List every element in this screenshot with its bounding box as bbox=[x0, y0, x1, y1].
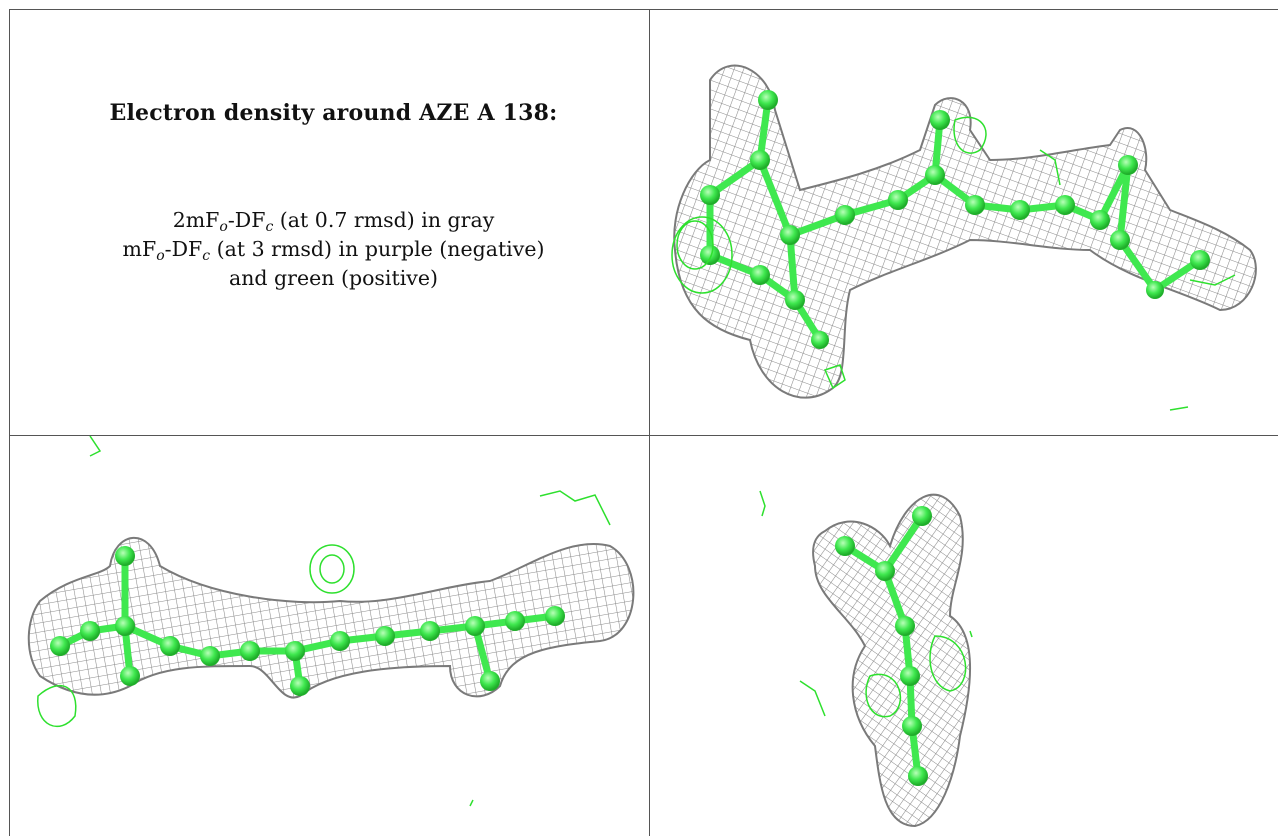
grid-center-divider bbox=[649, 9, 650, 836]
caption-cell: Electron density around AZE A 138: 2mFo-… bbox=[10, 10, 657, 433]
grid-left-border bbox=[9, 9, 10, 836]
grid-middle-border bbox=[10, 435, 1278, 436]
density-render-3 bbox=[759, 490, 973, 828]
legend-text: 2mFo-DFc (at 0.7 rmsd) in gray mFo-DFc (… bbox=[10, 206, 657, 293]
positive-density bbox=[759, 490, 973, 718]
positive-density bbox=[671, 116, 1236, 411]
legend-line-2: mFo-DFc (at 3 rmsd) in purple (negative) bbox=[122, 237, 545, 264]
mesh-surface bbox=[812, 493, 971, 828]
legend-line-1: 2mFo-DFc (at 0.7 rmsd) in gray bbox=[172, 208, 495, 235]
density-render-1 bbox=[671, 64, 1257, 411]
density-view-top-right bbox=[650, 10, 1278, 435]
density-view-bottom-left bbox=[10, 436, 649, 836]
legend-line-3: and green (positive) bbox=[228, 266, 438, 290]
model-atoms bbox=[50, 546, 565, 696]
density-view-bottom-right bbox=[650, 436, 1278, 836]
figure-title: Electron density around AZE A 138: bbox=[109, 100, 558, 126]
model-atoms bbox=[835, 506, 932, 786]
model-atoms bbox=[700, 90, 1210, 349]
mesh-surface bbox=[673, 64, 1257, 399]
density-render-2 bbox=[27, 436, 635, 807]
positive-density bbox=[37, 436, 611, 807]
grid-top-border bbox=[10, 9, 1278, 10]
